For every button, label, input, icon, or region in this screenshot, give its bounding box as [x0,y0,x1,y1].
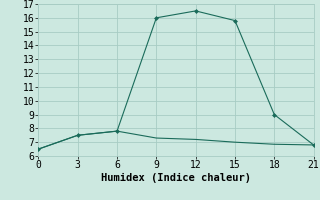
X-axis label: Humidex (Indice chaleur): Humidex (Indice chaleur) [101,173,251,183]
